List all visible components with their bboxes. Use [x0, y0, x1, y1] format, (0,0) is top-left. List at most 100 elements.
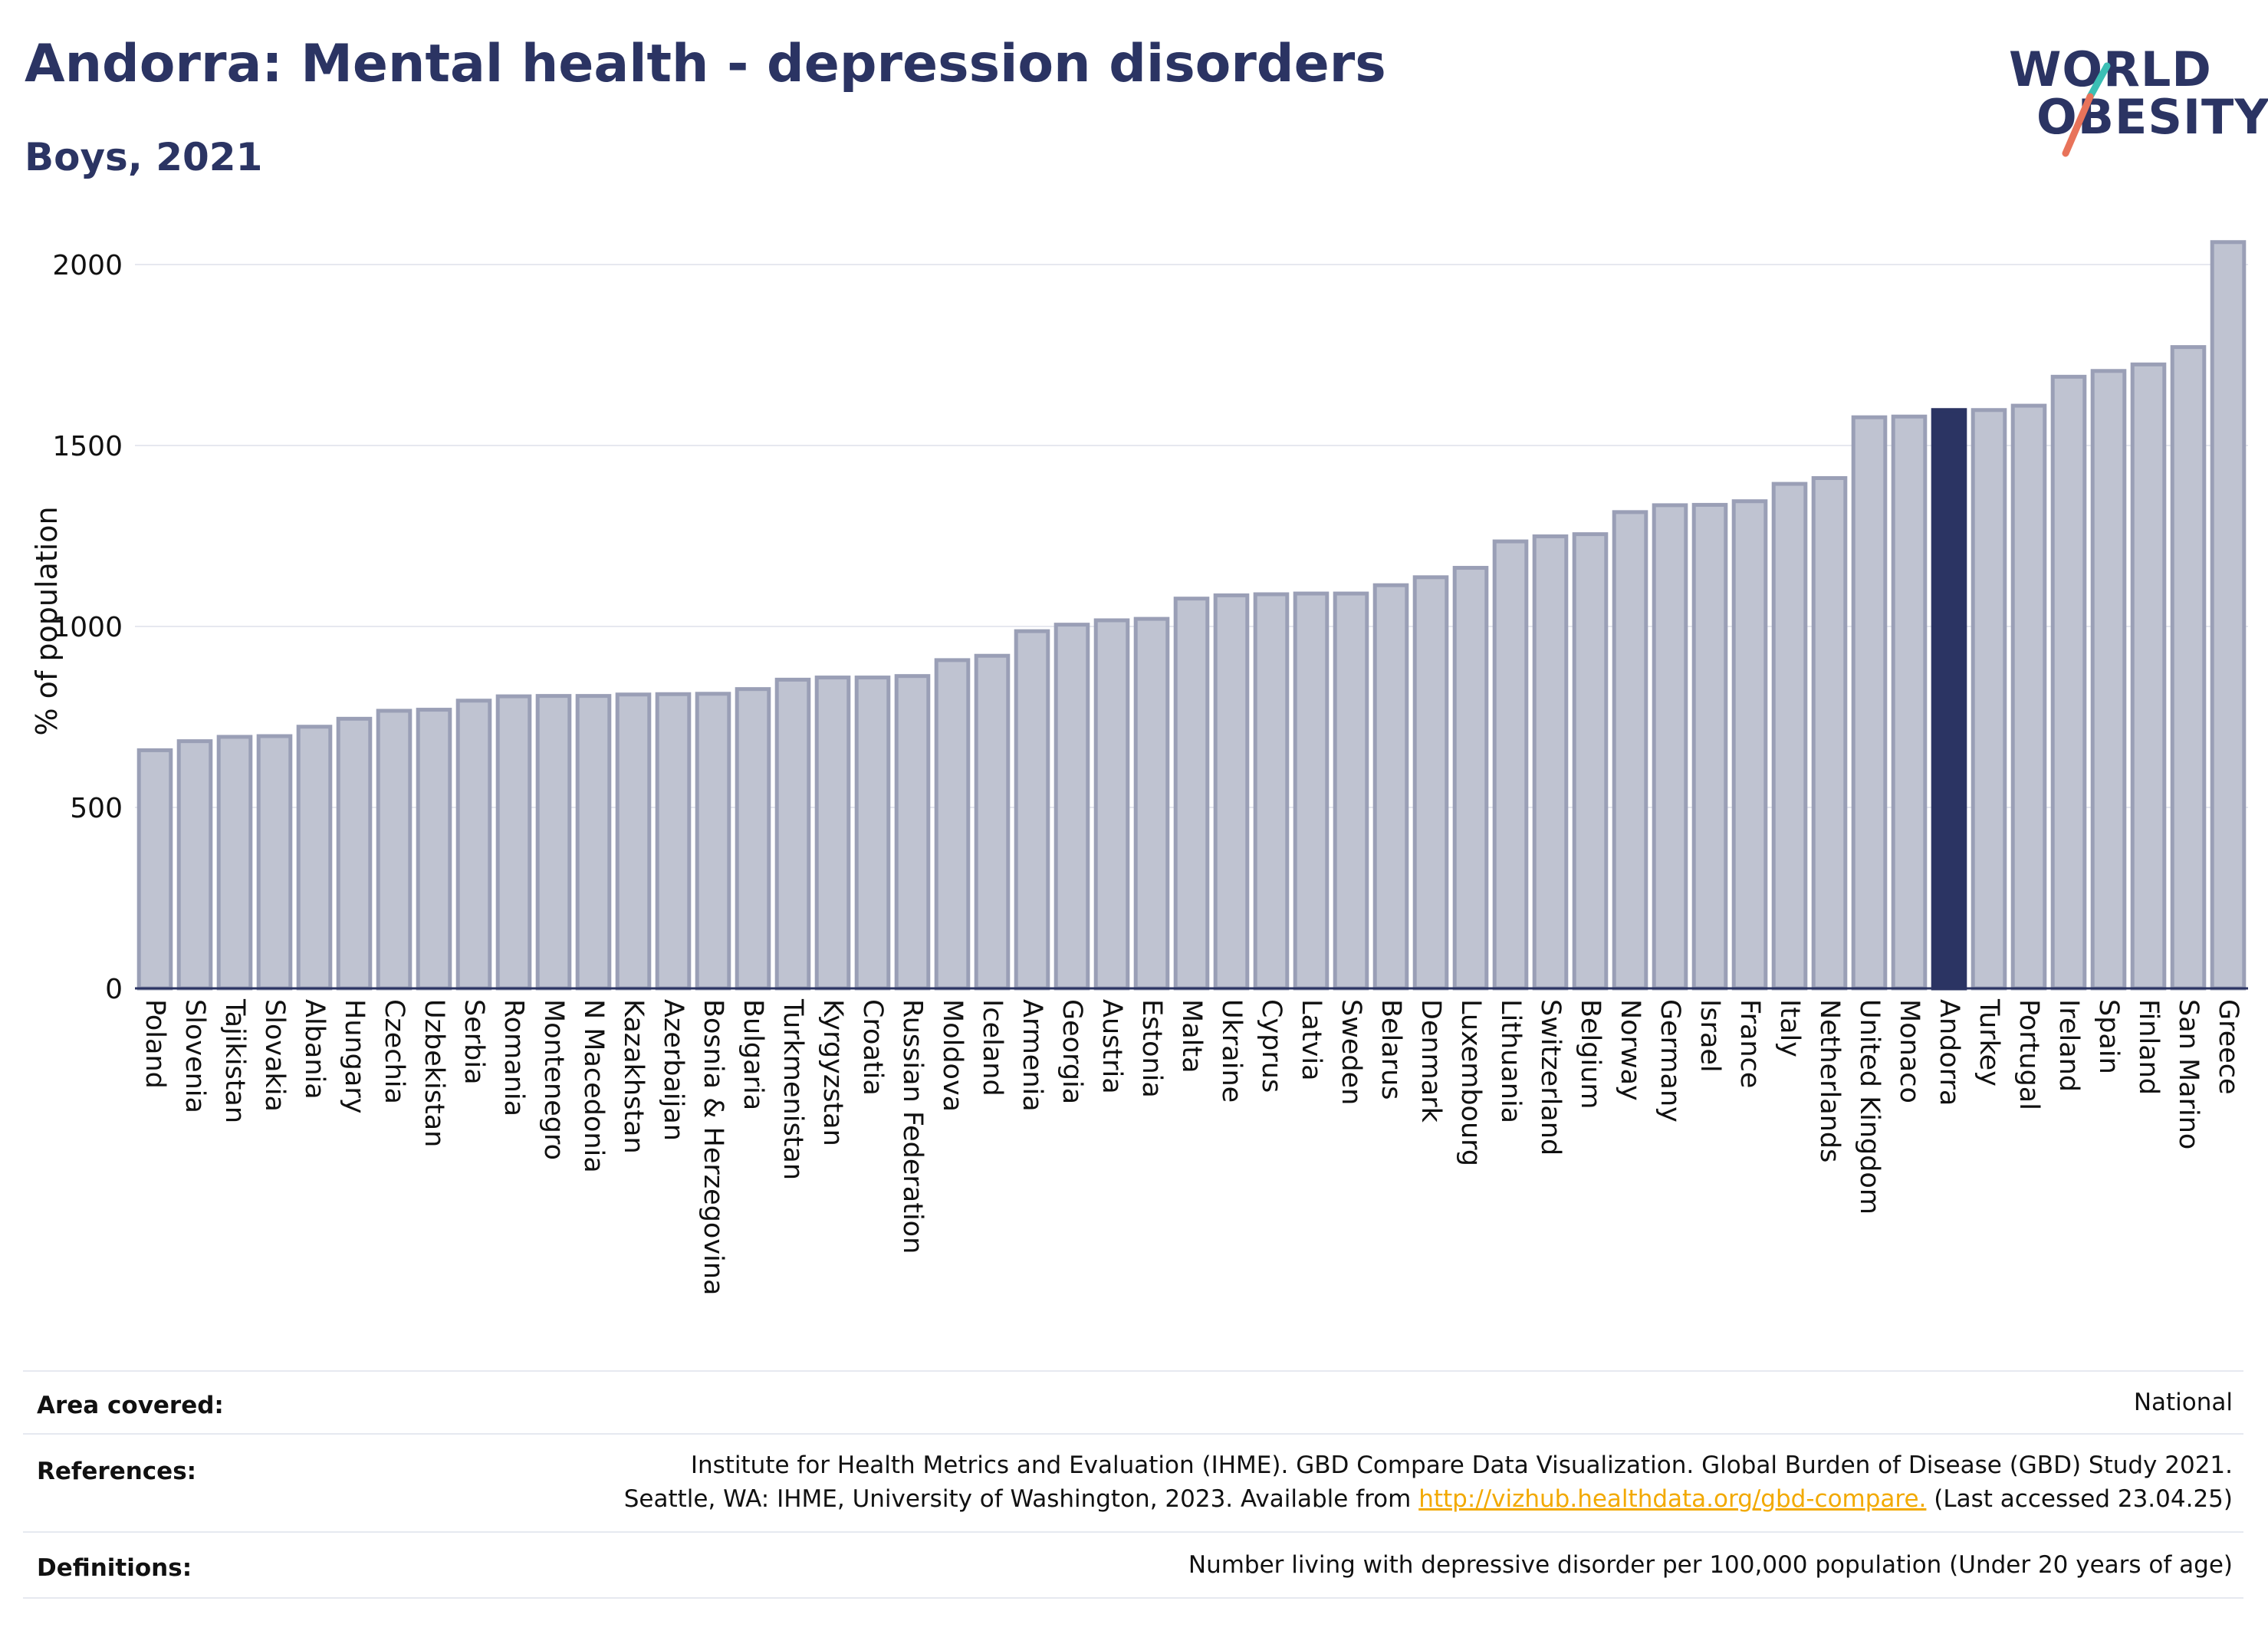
- x-tick-label: Albania: [299, 999, 330, 1100]
- chart-subtitle: Boys, 2021: [25, 135, 263, 179]
- x-tick-label: San Marino: [2173, 999, 2204, 1149]
- bar-norway: [1612, 510, 1648, 991]
- world-obesity-logo: WORLD OBESITY: [2001, 38, 2268, 161]
- x-tick-label: Finland: [2133, 999, 2164, 1095]
- area-covered-label: Area covered:: [37, 1392, 224, 1419]
- y-tick-label: 1500: [52, 431, 123, 462]
- x-tick-label: Israel: [1694, 999, 1725, 1073]
- bar-san-marino: [2170, 345, 2207, 991]
- bar-turkmenistan: [774, 677, 811, 991]
- bars: [136, 240, 2247, 991]
- x-tick-label: Greece: [2213, 999, 2243, 1095]
- x-tick-label: Belarus: [1376, 999, 1406, 1100]
- bar-azerbaijan: [655, 692, 692, 991]
- x-tick-label: Kyrgyzstan: [817, 999, 848, 1146]
- references-line2: Seattle, WA: IHME, University of Washing…: [624, 1482, 2233, 1516]
- bar-uzbekistan: [416, 708, 452, 991]
- bar-latvia: [1293, 591, 1330, 991]
- x-tick-label: Latvia: [1296, 999, 1326, 1081]
- bar-slovenia: [176, 739, 213, 991]
- bar-armenia: [1014, 629, 1050, 991]
- y-axis-label: % of population: [30, 506, 64, 735]
- references-label: References:: [37, 1458, 197, 1485]
- x-tick-label: Lithuania: [1495, 999, 1526, 1123]
- bar-malta: [1173, 597, 1210, 991]
- x-tick-label: Austria: [1096, 999, 1127, 1094]
- references-value: Institute for Health Metrics and Evaluat…: [624, 1448, 2233, 1516]
- bar-italy: [1771, 482, 1808, 991]
- bar-andorra: [1931, 408, 1967, 991]
- x-tick-label: Russian Federation: [897, 999, 928, 1254]
- references-line1: Institute for Health Metrics and Evaluat…: [690, 1452, 2233, 1479]
- x-tick-label: Turkmenistan: [777, 998, 808, 1180]
- bar-serbia: [455, 699, 492, 991]
- x-tick-label: Bosnia & Herzegovina: [698, 999, 728, 1295]
- bar-greece: [2210, 240, 2247, 991]
- bar-united-kingdom: [1851, 415, 1888, 991]
- x-tick-label: Luxembourg: [1455, 999, 1486, 1166]
- x-tick-label: Georgia: [1057, 999, 1087, 1104]
- x-tick-label: Netherlands: [1814, 999, 1845, 1162]
- bar-montenegro: [535, 694, 572, 991]
- bar-croatia: [854, 676, 891, 991]
- bar-lithuania: [1492, 539, 1529, 991]
- x-tick-label: Denmark: [1415, 999, 1446, 1123]
- y-tick-label: 0: [105, 974, 123, 1005]
- chart-title: Andorra: Mental health - depression diso…: [25, 34, 1386, 94]
- area-covered-row: Area covered: National: [23, 1370, 2243, 1433]
- bar-albania: [296, 725, 333, 991]
- bar-monaco: [1891, 414, 1928, 991]
- references-link[interactable]: http://vizhub.healthdata.org/gbd-compare…: [1418, 1485, 1927, 1513]
- y-tick-label: 2000: [52, 250, 123, 281]
- definitions-value: Number living with depressive disorder p…: [1188, 1551, 2233, 1579]
- bar-belgium: [1572, 532, 1609, 991]
- bar-sweden: [1333, 591, 1369, 991]
- bar-germany: [1652, 503, 1688, 991]
- bar-iceland: [974, 653, 1011, 991]
- bottom-divider: [23, 1597, 2243, 1599]
- bar-romania: [495, 694, 532, 991]
- x-tick-label: Belgium: [1575, 999, 1606, 1110]
- x-tick-label: Ukraine: [1216, 999, 1247, 1103]
- bar-spain: [2090, 369, 2127, 991]
- references-line2-pre: Seattle, WA: IHME, University of Washing…: [623, 1485, 1419, 1513]
- bar-austria: [1093, 618, 1130, 991]
- logo-text-line1: WORLD: [2009, 41, 2212, 97]
- x-tick-label: Poland: [140, 999, 170, 1089]
- x-tick-label: Montenegro: [538, 999, 569, 1160]
- x-tick-label: Norway: [1615, 999, 1645, 1101]
- bar-belarus: [1372, 583, 1409, 991]
- bar-kazakhstan: [615, 692, 652, 991]
- x-tick-label: Switzerland: [1535, 999, 1566, 1156]
- x-tick-label: Bulgaria: [738, 999, 768, 1110]
- x-tick-label: Cyprus: [1256, 999, 1287, 1093]
- bar-france: [1731, 499, 1768, 991]
- x-tick-label: Slovenia: [179, 999, 210, 1113]
- bar-slovakia: [256, 734, 293, 991]
- x-tick-label: United Kingdom: [1854, 999, 1885, 1215]
- bar-israel: [1691, 502, 1728, 991]
- x-tick-label: Ireland: [2053, 999, 2084, 1092]
- x-tick-label: Italy: [1774, 999, 1805, 1057]
- x-tick-label: Azerbaijan: [658, 999, 689, 1141]
- x-tick-label: Spain: [2093, 999, 2124, 1074]
- x-tick-label: France: [1734, 999, 1765, 1088]
- x-tick-label: Armenia: [1017, 999, 1047, 1112]
- bar-switzerland: [1532, 534, 1569, 991]
- bar-ukraine: [1213, 593, 1250, 991]
- bar-ireland: [2050, 374, 2087, 991]
- x-tick-label: Malta: [1176, 999, 1207, 1073]
- references-row: References: Institute for Health Metrics…: [23, 1433, 2243, 1531]
- x-tick-label: Estonia: [1136, 999, 1167, 1098]
- x-tick-label: Hungary: [339, 999, 370, 1113]
- bar-poland: [136, 748, 173, 991]
- x-tick-labels: Poland Slovenia Tajikistan Slovakia Albania H…: [140, 998, 2243, 1295]
- definitions-label: Definitions:: [37, 1554, 192, 1582]
- x-tick-label: Iceland: [977, 999, 1007, 1096]
- y-tick-label: 500: [70, 793, 123, 824]
- references-line2-post: (Last accessed 23.04.25): [1926, 1485, 2233, 1513]
- x-tick-label: Kazakhstan: [618, 999, 649, 1154]
- bar-bulgaria: [735, 687, 771, 991]
- bar-finland: [2130, 362, 2167, 991]
- bar-hungary: [336, 716, 373, 991]
